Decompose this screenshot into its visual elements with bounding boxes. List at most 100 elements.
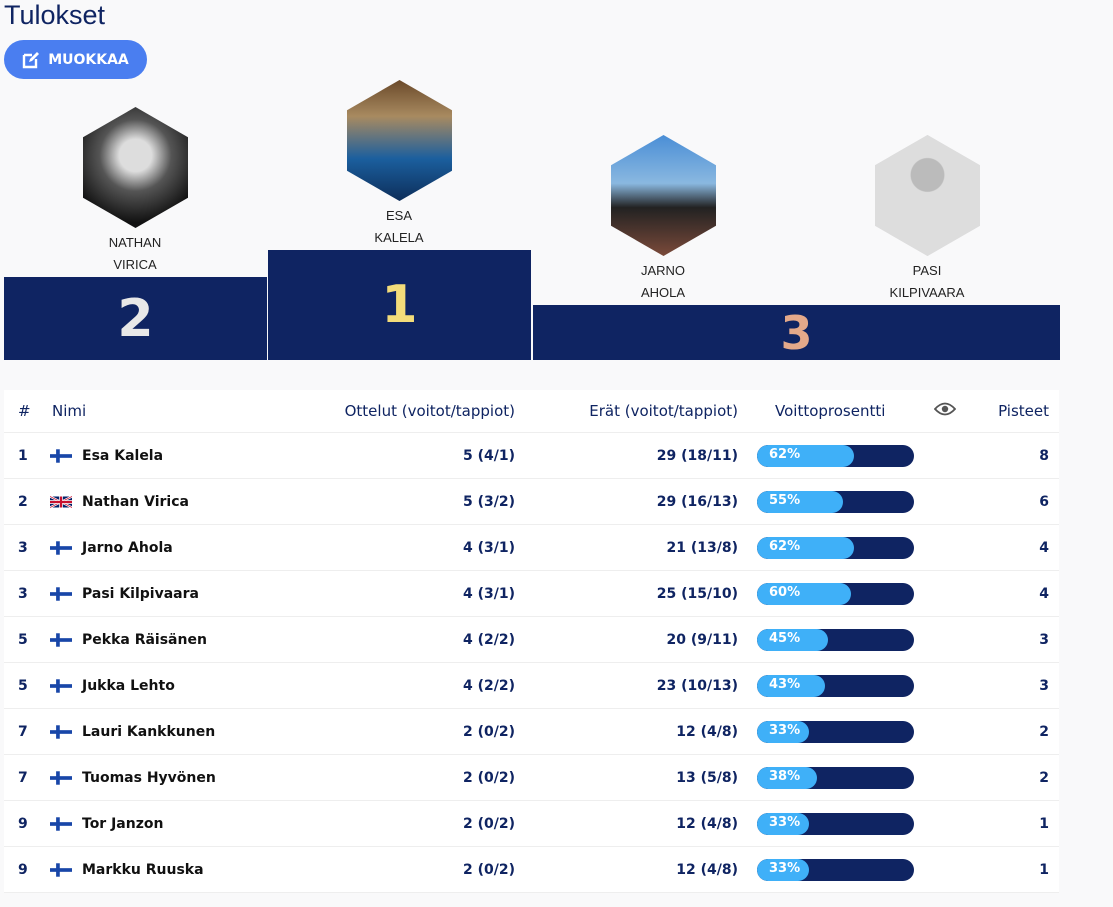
header-frames[interactable]: Erät (voitot/tappiot) [589,402,738,420]
winpct-label: 60% [769,584,801,600]
player-name[interactable]: Tor Janzon [82,815,164,832]
edit-label: MUOKKAA [48,51,129,68]
winpct-bar: 33% [757,858,914,881]
flag-fi-icon [50,586,72,601]
flag-fi-icon [50,816,72,831]
frames: 13 (5/8) [676,769,738,786]
winpct-bar: 43% [757,674,914,697]
matches: 4 (3/1) [462,539,515,556]
winpct-label: 62% [769,446,801,462]
flag-fi-icon [50,862,72,877]
header-rank[interactable]: # [18,402,31,420]
winpct-bar: 38% [757,766,914,789]
winpct-label: 45% [769,630,801,646]
player-name[interactable]: Tuomas Hyvönen [82,769,216,786]
header-winpct[interactable]: Voittoprosentti [775,402,886,420]
frames: 12 (4/8) [676,723,738,740]
rank: 2 [18,493,28,510]
winpct-label: 33% [769,722,801,738]
avatar-1st [347,80,452,201]
matches: 2 (0/2) [462,769,515,786]
rank: 3 [18,585,28,602]
podium-block-1st: 1 [268,250,531,360]
flag-fi-icon [50,448,72,463]
frames: 21 (13/8) [666,539,739,556]
points: 4 [1039,585,1049,602]
rank: 9 [18,815,28,832]
avatar-3rd-b [875,135,980,256]
winpct-bar: 62% [757,536,914,559]
podium-name-3rd-a: JARNO AHOLA [640,263,686,300]
points: 3 [1039,677,1049,694]
winpct-label: 43% [769,676,801,692]
header-points[interactable]: Pisteet [998,402,1049,420]
rank: 3 [18,539,28,556]
player-name[interactable]: Nathan Virica [82,493,189,510]
table-row: 9 Tor Janzon 2 (0/2) 12 (4/8) 33% 1 [4,801,1059,847]
rank: 5 [18,631,28,648]
table-row: 3 Pasi Kilpivaara 4 (3/1) 25 (15/10) 60%… [4,571,1059,617]
header-matches[interactable]: Ottelut (voitot/tappiot) [344,402,515,420]
frames: 12 (4/8) [676,861,738,878]
results-table: # Nimi Ottelut (voitot/tappiot) Erät (vo… [4,390,1059,893]
rank: 5 [18,677,28,694]
matches: 4 (3/1) [462,585,515,602]
winpct-bar: 33% [757,812,914,835]
points: 2 [1039,723,1049,740]
flag-fi-icon [50,724,72,739]
table-row: 7 Tuomas Hyvönen 2 (0/2) 13 (5/8) 38% 2 [4,755,1059,801]
rank: 7 [18,723,28,740]
points: 8 [1039,447,1049,464]
edit-icon [23,51,40,68]
matches: 2 (0/2) [462,815,515,832]
table-row: 7 Lauri Kankkunen 2 (0/2) 12 (4/8) 33% 2 [4,709,1059,755]
rank: 1 [18,447,28,464]
table-row: 3 Jarno Ahola 4 (3/1) 21 (13/8) 62% 4 [4,525,1059,571]
winpct-label: 38% [769,768,801,784]
frames: 20 (9/11) [666,631,739,648]
flag-fi-icon [50,770,72,785]
player-name[interactable]: Jarno Ahola [82,539,173,556]
flag-fi-icon [50,540,72,555]
matches: 5 (4/1) [462,447,515,464]
points: 1 [1039,815,1049,832]
winpct-label: 33% [769,814,801,830]
player-name[interactable]: Lauri Kankkunen [82,723,216,740]
player-name[interactable]: Jukka Lehto [82,677,175,694]
matches: 2 (0/2) [462,723,515,740]
table-header: # Nimi Ottelut (voitot/tappiot) Erät (vo… [4,390,1059,433]
winpct-bar: 62% [757,444,914,467]
podium-name-3rd-b: PASI KILPIVAARA [889,263,965,300]
points: 6 [1039,493,1049,510]
table-row: 1 Esa Kalela 5 (4/1) 29 (18/11) 62% 8 [4,433,1059,479]
eye-icon[interactable] [933,402,957,420]
page-title: Tulokset [4,0,106,30]
flag-fi-icon [50,632,72,647]
winpct-label: 62% [769,538,801,554]
player-name[interactable]: Pekka Räisänen [82,631,207,648]
table-row: 5 Pekka Räisänen 4 (2/2) 20 (9/11) 45% 3 [4,617,1059,663]
winpct-bar: 33% [757,720,914,743]
winpct-bar: 55% [757,490,914,513]
table-row: 9 Markku Ruuska 2 (0/2) 12 (4/8) 33% 1 [4,847,1059,893]
frames: 29 (16/13) [656,493,738,510]
player-name[interactable]: Pasi Kilpivaara [82,585,199,602]
player-name[interactable]: Esa Kalela [82,447,164,464]
frames: 25 (15/10) [656,585,738,602]
avatar-2nd [83,107,188,228]
points: 2 [1039,769,1049,786]
matches: 5 (3/2) [462,493,515,510]
flag-gb-icon [49,494,73,509]
frames: 23 (10/13) [656,677,738,694]
avatar-3rd-a [611,135,716,256]
table-row: 2 Nathan Virica 5 (3/2) 29 (16/13) 55% 6 [4,479,1059,525]
points: 4 [1039,539,1049,556]
winpct-bar: 60% [757,582,914,605]
podium-name-2nd: NATHAN VIRICA [108,235,162,272]
edit-button[interactable]: MUOKKAA [4,40,147,79]
winpct-bar: 45% [757,628,914,651]
player-name[interactable]: Markku Ruuska [82,861,204,878]
podium-block-3rd: 3 [533,305,1060,360]
matches: 2 (0/2) [462,861,515,878]
header-name[interactable]: Nimi [52,402,87,420]
